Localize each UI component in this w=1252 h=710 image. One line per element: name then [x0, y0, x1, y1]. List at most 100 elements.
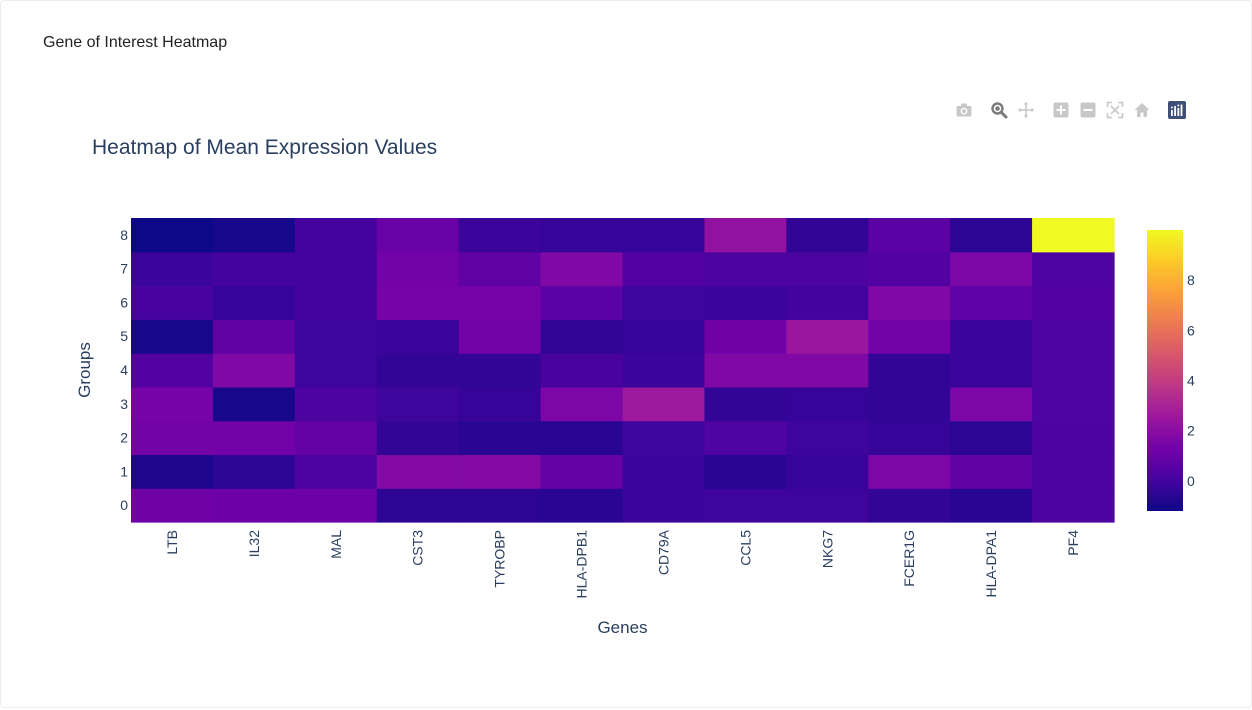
y-tick-label: 4 [120, 362, 128, 378]
y-axis-title: Groups [75, 342, 94, 398]
heatmap-cell [868, 454, 951, 489]
heatmap-cell [212, 454, 296, 489]
heatmap-cell [212, 353, 296, 388]
x-tick-label: CST3 [410, 530, 426, 566]
heatmap-cell [950, 488, 1033, 523]
heatmap-cell [294, 251, 378, 287]
camera-icon[interactable] [953, 99, 975, 121]
heatmap-cell [704, 319, 787, 354]
y-tick-label: 7 [120, 261, 128, 277]
pan-icon[interactable] [1015, 99, 1037, 121]
heatmap-cell [786, 218, 869, 253]
y-tick-label: 5 [120, 328, 128, 344]
heatmap-cell [868, 353, 951, 388]
heatmap-cell [1032, 420, 1115, 456]
modebar [953, 99, 1193, 121]
heatmap-cell [1032, 218, 1115, 253]
reset-axes-icon[interactable] [1131, 99, 1153, 121]
heatmap-cell [704, 386, 787, 422]
colorbar-tick-label: 6 [1187, 322, 1195, 338]
zoom-in-icon[interactable] [1050, 99, 1072, 121]
heatmap-cell [704, 488, 787, 523]
heatmap-cell [950, 353, 1033, 388]
heatmap-cell [131, 488, 214, 523]
heatmap-cell [212, 488, 296, 523]
heatmap-cell [786, 488, 869, 523]
autoscale-icon[interactable] [1104, 99, 1126, 121]
heatmap-cell [622, 454, 706, 489]
heatmap-cell [131, 386, 214, 422]
heatmap-cell [212, 251, 296, 287]
colorbar [1147, 230, 1183, 511]
heatmap-cell [458, 251, 542, 287]
x-tick-label: PF4 [1065, 530, 1081, 556]
heatmap-cell [540, 353, 624, 388]
heatmap-cell [131, 218, 214, 253]
heatmap-cell [704, 251, 787, 287]
x-axis-ticks: LTB IL32 MAL CST3 TYROBP HLA-DPB1 CD79A CCL5 NKG… [164, 529, 1081, 598]
heatmap-cell [868, 420, 951, 456]
heatmap-cell [1032, 319, 1115, 354]
heatmap-cell [212, 420, 296, 456]
colorbar-ticks: 0 2 4 6 8 [1187, 272, 1195, 489]
heatmap-cell [131, 454, 214, 489]
x-tick-label: NKG7 [819, 530, 835, 568]
heatmap-cell [540, 285, 624, 320]
heatmap-cell [376, 251, 460, 287]
heatmap-cell [622, 386, 706, 422]
heatmap-cell [458, 218, 542, 253]
heatmap-cell [786, 285, 869, 320]
heatmap-cell [950, 454, 1033, 489]
heatmap-cell [622, 319, 706, 354]
heatmap-cell [294, 488, 378, 523]
heatmap-cell [540, 488, 624, 523]
heatmap-cell [786, 454, 869, 489]
heatmap-cell [622, 420, 706, 456]
heatmap-cell [540, 251, 624, 287]
heatmap-cell [950, 420, 1033, 456]
heatmap-cell [1032, 454, 1115, 489]
heatmap-cell [622, 218, 706, 253]
x-tick-label: HLA-DPB1 [574, 530, 590, 599]
heatmap-cell [376, 319, 460, 354]
x-tick-label: TYROBP [492, 530, 508, 588]
heatmap-cell [704, 285, 787, 320]
heatmap-cell [212, 319, 296, 354]
heatmap-cell [540, 454, 624, 489]
heatmap-cell [458, 353, 542, 388]
x-tick-label: CD79A [655, 529, 671, 575]
heatmap-cell [540, 218, 624, 253]
heatmap-cell [131, 420, 214, 456]
heatmap-cell [458, 420, 542, 456]
y-tick-label: 3 [120, 396, 128, 412]
heatmap-cell [868, 319, 951, 354]
heatmap-cell [212, 218, 296, 253]
x-tick-label: IL32 [246, 530, 262, 557]
chart-title: Heatmap of Mean Expression Values [92, 136, 438, 159]
card-title: Gene of Interest Heatmap [43, 34, 228, 51]
zoom-icon[interactable] [988, 99, 1010, 121]
heatmap-cell [376, 454, 460, 489]
heatmap-cell [376, 420, 460, 456]
heatmap-cell [458, 285, 542, 320]
heatmap-cell [786, 386, 869, 422]
heatmap-cell [704, 454, 787, 489]
x-tick-label: MAL [328, 530, 344, 559]
heatmap-cell [950, 285, 1033, 320]
heatmap-cell [376, 488, 460, 523]
heatmap-cell [540, 386, 624, 422]
zoom-out-icon[interactable] [1077, 99, 1099, 121]
heatmap-cell [868, 218, 951, 253]
plotly-logo-icon[interactable] [1166, 99, 1188, 121]
heatmap-cell [294, 353, 378, 388]
heatmap-cell [622, 488, 706, 523]
heatmap-cell [540, 319, 624, 354]
heatmap-cell [458, 319, 542, 354]
heatmap-cell [376, 218, 460, 253]
heatmap-cell [868, 251, 951, 287]
heatmap-cell [950, 218, 1033, 253]
heatmap-cell [704, 353, 787, 388]
heatmap-cell [1032, 386, 1115, 422]
heatmap-cell [376, 353, 460, 388]
